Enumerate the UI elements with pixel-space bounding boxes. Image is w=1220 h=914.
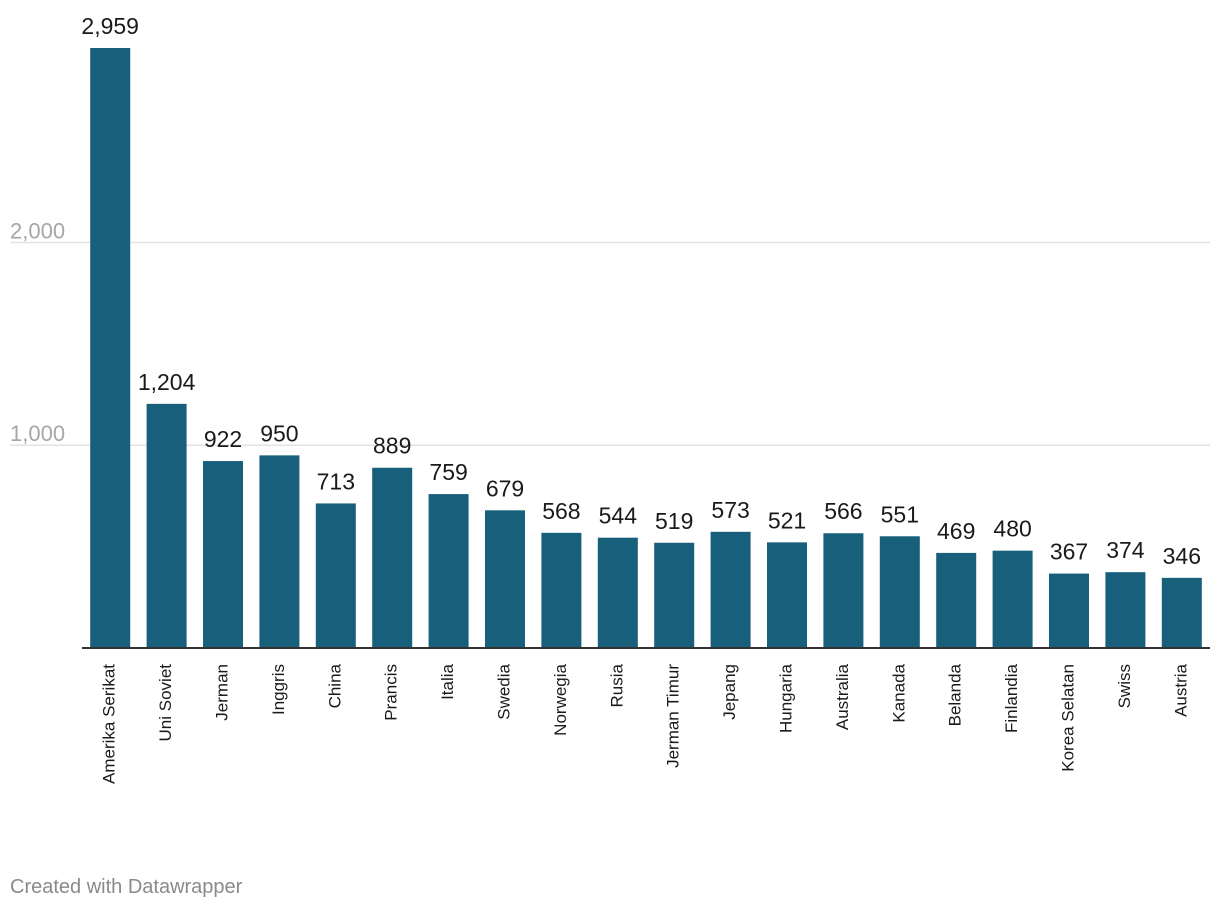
bar [654, 542, 695, 648]
data-labels: 2,959 1,204 922 950 713 889 759 679 568 544 519 573… [81, 13, 1201, 569]
bar-value-label: 1,204 [138, 369, 196, 395]
x-category-label: Hungaria [776, 663, 795, 733]
bar-value-label: 759 [429, 459, 467, 485]
bar [597, 537, 638, 648]
bar [1049, 573, 1089, 648]
bar-value-label: 679 [486, 475, 524, 501]
bar-chart: 2,959 1,204 922 950 713 889 759 679 568 544 519 573… [10, 13, 1210, 784]
bar-value-label: 566 [824, 498, 862, 524]
x-category-label: Swedia [494, 663, 513, 719]
y-tick-label: 2,000 [10, 218, 65, 243]
x-category-label: Kanada [889, 663, 908, 722]
y-tick-label: 1,000 [10, 421, 65, 446]
gridlines [10, 241, 1210, 446]
bar-value-label: 367 [1050, 539, 1088, 565]
bar [146, 403, 187, 648]
x-category-label: Uni Soviet [156, 664, 175, 742]
bar [203, 461, 243, 648]
bar-value-label: 519 [655, 508, 693, 534]
bar [1161, 577, 1202, 648]
bar-value-label: 2,959 [81, 13, 139, 39]
bar [485, 510, 525, 648]
bar [315, 503, 356, 648]
bar-value-label: 950 [260, 420, 298, 446]
bar [90, 48, 131, 648]
x-category-label: Belanda [946, 663, 965, 726]
x-category-label: Korea Selatan [1058, 664, 1077, 772]
bar-value-label: 568 [542, 498, 580, 524]
x-category-label: Austria [1171, 663, 1190, 716]
bar [1105, 572, 1146, 648]
bar [259, 455, 300, 648]
bar-value-label: 346 [1163, 543, 1201, 569]
bar [372, 467, 413, 648]
bar [541, 532, 582, 648]
bar [879, 536, 920, 648]
x-category-label: Prancis [382, 664, 401, 721]
x-category-label: China [325, 663, 344, 708]
bar-value-label: 922 [204, 426, 242, 452]
bars [90, 48, 1202, 648]
bar [428, 494, 469, 648]
bar-value-label: 469 [937, 518, 975, 544]
x-category-label: Inggris [269, 664, 288, 715]
axes: 1,000 2,000 Amerika Serikat Uni Soviet Jerma… [10, 218, 1210, 784]
x-category-label: Jerman [212, 664, 231, 721]
x-category-label: Australia [833, 663, 852, 730]
bar [823, 533, 864, 648]
x-category-label: Jepang [720, 664, 739, 720]
x-category-label: Amerika Serikat [100, 664, 119, 784]
x-category-label: Finlandia [1002, 663, 1021, 733]
bar-value-label: 889 [373, 433, 411, 459]
x-category-label: Jerman Timur [664, 664, 683, 768]
bar [936, 552, 977, 648]
x-category-label: Italia [438, 663, 457, 699]
bar [992, 550, 1033, 648]
bar-value-label: 521 [768, 507, 806, 533]
credit-text: Created with Datawrapper [10, 876, 243, 898]
bar-value-label: 544 [599, 503, 638, 529]
bar-value-label: 573 [711, 497, 749, 523]
bar-value-label: 480 [993, 516, 1031, 542]
x-category-label: Swiss [1115, 664, 1134, 708]
bar [767, 542, 807, 648]
bar-value-label: 713 [317, 468, 355, 494]
x-category-label: Rusia [607, 663, 626, 707]
x-category-label: Norwegia [551, 663, 570, 735]
bar-value-label: 374 [1106, 537, 1145, 563]
bar-value-label: 551 [881, 501, 919, 527]
bar [710, 531, 751, 648]
